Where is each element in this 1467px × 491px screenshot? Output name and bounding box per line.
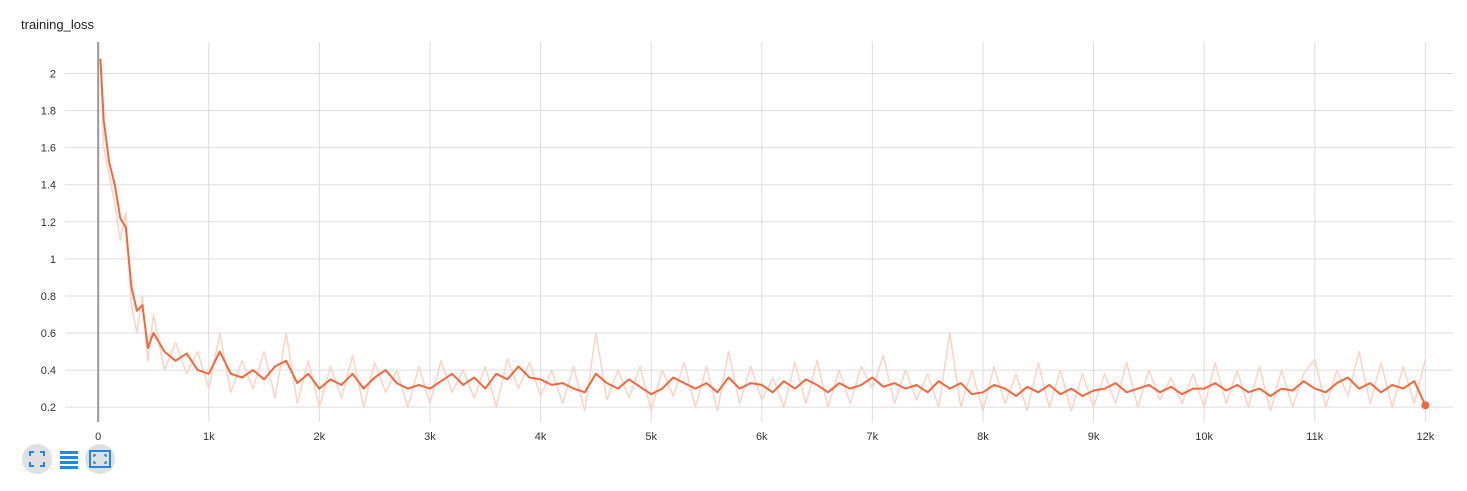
x-tick-label: 11k [1306, 431, 1323, 443]
y-tick-label: 0.6 [41, 328, 56, 340]
x-tick-label: 3k [424, 431, 436, 443]
y-tick-label: 1.8 [41, 106, 56, 118]
x-tick-label: 0 [95, 431, 101, 443]
x-tick-label: 4k [535, 431, 547, 443]
y-tick-label: 1.2 [41, 217, 56, 229]
x-tick-label: 6k [756, 431, 768, 443]
y-tick-label: 1 [50, 254, 56, 266]
line-series [99, 58, 1427, 412]
x-tick-label: 10k [1195, 431, 1213, 443]
log-scale-button[interactable] [60, 451, 78, 469]
x-tick-label: 1k [203, 431, 215, 443]
x-tick-label: 5k [645, 431, 657, 443]
line-series [99, 58, 1427, 406]
y-tick-label: 1.4 [41, 180, 56, 192]
y-tick-label: 2 [50, 69, 56, 81]
fullscreen-button[interactable] [22, 444, 52, 474]
y-tick-label: 0.8 [41, 291, 56, 303]
y-tick-label: 1.6 [41, 143, 56, 155]
fit-domain-button[interactable] [85, 444, 115, 474]
x-tick-label: 7k [867, 431, 879, 443]
y-tick-label: 0.4 [41, 365, 56, 377]
chart-controls [22, 444, 115, 474]
x-tick-label: 8k [977, 431, 989, 443]
x-tick-label: 2k [314, 431, 326, 443]
y-tick-label: 0.2 [41, 402, 56, 414]
last-point [1421, 401, 1430, 410]
x-tick-label: 9k [1088, 431, 1100, 443]
x-tick-label: 12k [1416, 431, 1434, 443]
chart-title: training_loss [21, 17, 94, 32]
